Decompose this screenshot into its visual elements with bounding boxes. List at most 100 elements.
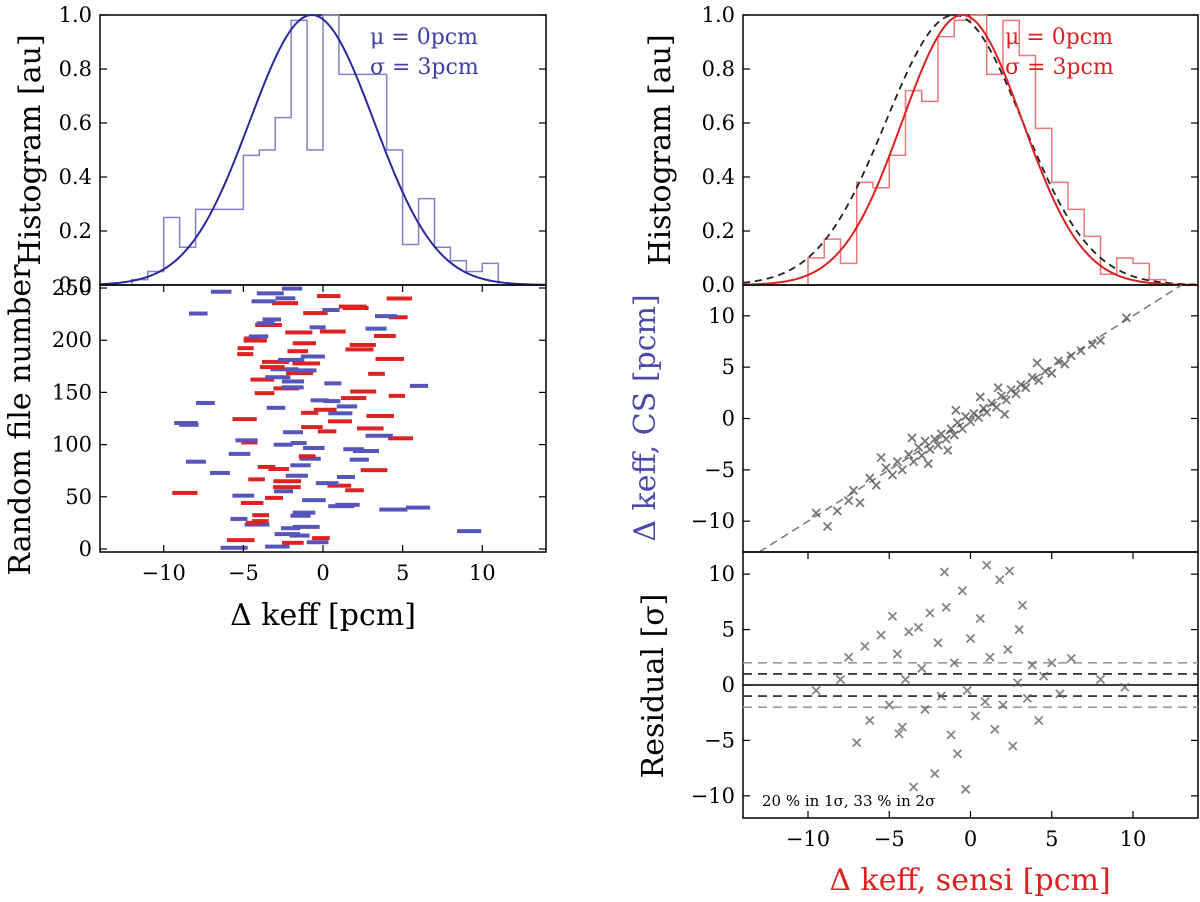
random-file-yticks: 0 50 100 150 200 250: [52, 276, 546, 561]
sensi-interval-mark: [237, 346, 254, 351]
cs-vs-sensi-point: [991, 402, 1002, 412]
ytick-label: 0.0: [59, 273, 92, 297]
random-file-marks: [172, 286, 482, 550]
cs-histogram-ylabel: Histogram [au]: [13, 34, 48, 265]
cs-interval-mark: [277, 357, 305, 362]
cs-interval-mark: [210, 289, 232, 294]
cs-interval-mark: [270, 367, 299, 372]
cs-vs-sensi-point: [1032, 358, 1042, 368]
residual-point: [917, 663, 927, 674]
residual-point: [835, 674, 846, 685]
cs-histogram-steps: [100, 14, 546, 286]
random-file-xticks: −10 −5 0 5 10: [142, 285, 496, 585]
cs-interval-mark: [379, 507, 408, 512]
xtick-label: 5: [396, 561, 409, 585]
sensi-interval-mark: [366, 413, 394, 418]
residual-point: [852, 737, 862, 748]
cs-interval-mark: [336, 404, 358, 409]
cs-vs-sensi-point: [1034, 375, 1044, 386]
ytick-label: −10: [691, 784, 735, 808]
ytick-label: 0.8: [59, 57, 92, 81]
sensi-interval-mark: [282, 540, 304, 545]
cs-vs-sensi-point: [999, 409, 1010, 420]
ytick-label: 0.4: [702, 165, 735, 189]
ytick-label: 10: [708, 304, 735, 328]
cs-interval-mark: [315, 481, 339, 486]
xtick-label: 10: [469, 561, 496, 585]
sensi-interval-mark: [340, 396, 367, 401]
cs-interval-mark: [302, 498, 326, 503]
residual-point: [1014, 624, 1024, 635]
cs-interval-mark: [328, 411, 353, 416]
cs-vs-sensi-point: [832, 506, 842, 516]
cs-vs-sensi-point: [973, 412, 984, 423]
sensi-interval-mark: [357, 426, 384, 431]
ytick-label: 0.8: [702, 57, 735, 81]
cs-vs-sensi-point: [865, 473, 875, 483]
cs-interval-mark: [302, 445, 325, 450]
sensi-histogram-ylabel: Histogram [au]: [643, 34, 678, 265]
cs-interval-mark: [283, 430, 304, 435]
sensi-interval-mark: [251, 519, 269, 524]
residual-point: [939, 567, 950, 577]
residual-point: [920, 704, 930, 715]
ytick-label: 0.4: [59, 165, 92, 189]
identity-line: [758, 284, 1183, 553]
cs-vs-sensi-point: [920, 436, 930, 446]
cs-histogram-panel: 0.0 0.2 0.4 0.6 0.8 1.0 μ = 0pcm σ = 3pcm His…: [13, 3, 547, 297]
sensi-interval-mark: [312, 536, 330, 541]
cs-interval-mark: [290, 441, 307, 446]
sensi-interval-mark: [259, 365, 285, 370]
residual-point: [995, 575, 1005, 585]
cs-interval-mark: [174, 421, 198, 426]
sensi-interval-mark: [345, 488, 364, 493]
residual-point: [930, 769, 940, 779]
cs-vs-sensi-point: [943, 445, 953, 455]
ytick-label: 5: [722, 618, 735, 642]
cs-interval-mark: [196, 400, 215, 405]
random-file-ylabel: Random file number: [3, 264, 38, 576]
cs-mu-annotation: μ = 0pcm: [370, 25, 478, 50]
cs-interval-mark: [306, 540, 329, 545]
cs-interval-mark: [235, 438, 258, 443]
cs-interval-mark: [295, 368, 317, 373]
cs-vs-sensi-point: [917, 450, 927, 461]
residual-point: [900, 674, 911, 685]
cs-vs-sensi-point: [933, 440, 943, 450]
xtick-label: 0: [964, 827, 977, 851]
cs-vs-sensi-point: [925, 444, 935, 454]
sensi-interval-mark: [360, 468, 388, 473]
random-file-frame: [99, 284, 547, 553]
cs-vs-sensi-point: [1060, 359, 1070, 369]
residual-point: [1004, 566, 1015, 576]
sensi-interval-mark: [241, 440, 258, 445]
ytick-label: −5: [704, 458, 735, 482]
cs-vs-sensi-point: [957, 424, 968, 434]
residual-point: [1017, 600, 1028, 610]
random-file-panel: 0 50 100 150 200 250 −10 −5 0 5 10 Random file nu…: [3, 264, 547, 633]
ytick-label: 0.0: [702, 273, 735, 297]
residual-point: [1034, 715, 1044, 726]
ytick-label: 0: [722, 407, 735, 431]
residual-point: [998, 700, 1008, 710]
cs-vs-sensi-point: [1095, 335, 1106, 346]
sensi-interval-mark: [375, 356, 405, 361]
residual-sigma-lines: [743, 662, 1198, 708]
sensi-histogram-frame: [742, 14, 1199, 286]
residual-point: [884, 700, 894, 710]
cs-interval-mark: [275, 296, 296, 301]
residual-point: [1095, 674, 1106, 685]
cs-gaussian-fit: [99, 13, 547, 286]
ytick-label: 0: [79, 537, 92, 561]
cs-vs-sensi-point: [941, 434, 951, 444]
cs-vs-sensi-point: [811, 508, 821, 518]
cs-interval-mark: [343, 447, 365, 452]
cs-interval-mark: [185, 459, 206, 464]
ytick-label: 200: [52, 328, 92, 352]
sensi-histogram-panel: 0.0 0.2 0.4 0.6 0.8 1.0 μ = 0pcm σ = 3pcm His…: [643, 3, 1199, 297]
cs-interval-mark: [281, 379, 305, 384]
cs-interval-mark: [266, 405, 286, 410]
cs-interval-mark: [300, 354, 325, 359]
residual-point: [985, 652, 995, 662]
